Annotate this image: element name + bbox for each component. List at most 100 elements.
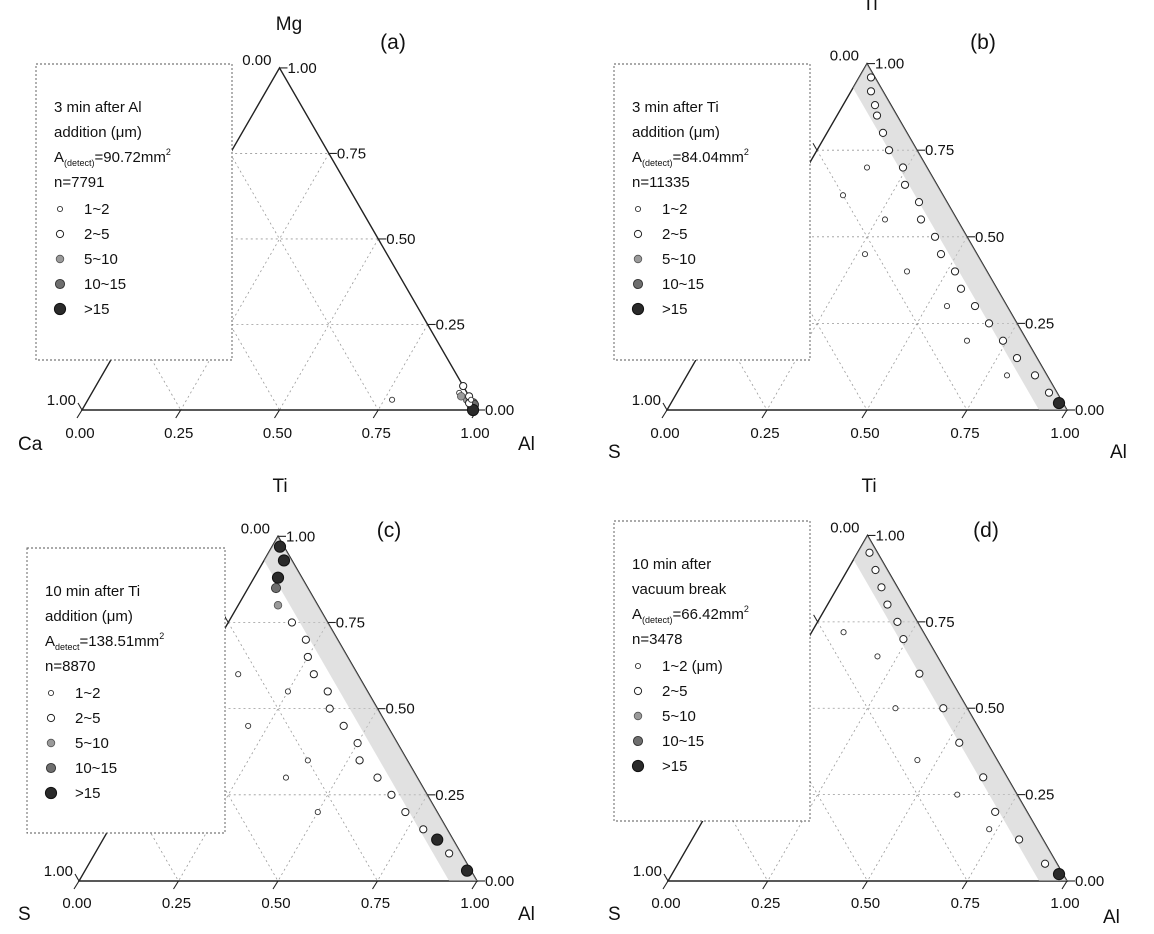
data-point <box>273 601 283 610</box>
bottom-tick <box>372 880 378 890</box>
legend-entry: >15 <box>662 758 687 775</box>
dense-band <box>853 63 1067 410</box>
left-tick-label: 1.00 <box>47 392 76 409</box>
legend-marker <box>54 278 66 290</box>
data-point <box>936 250 946 259</box>
left-tick <box>813 614 819 623</box>
data-point <box>861 251 869 258</box>
legend-title-line: 3 min after Ti <box>632 99 719 116</box>
legend-entry: >15 <box>75 785 100 802</box>
legend-marker <box>53 302 67 316</box>
data-point <box>1003 372 1011 379</box>
data-point <box>1030 371 1040 380</box>
legend-entry: >15 <box>84 301 109 318</box>
data-points <box>839 73 1066 410</box>
data-point <box>301 635 310 644</box>
legend-marker <box>55 229 65 239</box>
data-points <box>235 540 474 877</box>
grid-line <box>766 236 868 411</box>
data-point <box>943 303 951 310</box>
data-point <box>303 652 312 662</box>
legend-entry: 10~15 <box>75 760 117 777</box>
data-point <box>877 583 886 592</box>
vertex-label-top: Mg <box>276 14 302 35</box>
legend-entry: 2~5 <box>662 683 687 700</box>
data-point <box>914 757 921 764</box>
right-tick-label: 0.50 <box>386 231 415 248</box>
vertex-label-left: S <box>608 904 621 925</box>
data-point <box>979 773 988 782</box>
vertex-label-right: Al <box>518 434 535 455</box>
data-point <box>304 757 311 764</box>
data-point <box>899 635 908 644</box>
bottom-tick <box>961 880 968 890</box>
legend-marker <box>631 759 645 773</box>
data-point <box>955 738 964 747</box>
legend-entry: 5~10 <box>75 735 109 752</box>
bottom-tick-label: 0.50 <box>851 895 880 912</box>
data-point <box>460 864 474 877</box>
legend-title-line: 10 min after <box>632 556 711 573</box>
data-point <box>355 756 364 765</box>
data-point <box>1052 867 1066 881</box>
right-tick-label: 0.50 <box>975 229 1004 246</box>
data-point <box>916 215 926 224</box>
legend-title-line: 3 min after Al <box>54 99 142 116</box>
right-tick-label: 1.00 <box>288 60 317 77</box>
vertex-label-right: Al <box>1103 907 1120 928</box>
data-point <box>870 101 880 110</box>
data-point <box>883 600 892 609</box>
data-point <box>970 301 980 311</box>
data-point <box>963 337 971 344</box>
data-point <box>419 825 428 834</box>
left-tick-label: 1.00 <box>633 863 662 880</box>
vertex-label-top: Ti <box>272 476 287 497</box>
left-tick <box>662 402 668 411</box>
legend-entry: 2~5 <box>75 710 100 727</box>
right-tick-label: 0.00 <box>485 873 514 890</box>
bottom-tick-label: 0.25 <box>164 425 193 442</box>
grid-line <box>816 149 968 411</box>
legend: 3 min after Al addition (μm) A(detect)=90.… <box>35 63 233 361</box>
left-tick <box>812 142 818 151</box>
panel-label: (d) <box>973 519 999 542</box>
data-point <box>459 381 468 391</box>
data-point <box>866 87 876 96</box>
data-point <box>323 687 332 696</box>
data-point <box>865 548 874 557</box>
legend-marker <box>56 205 64 213</box>
bottom-tick <box>661 409 668 419</box>
data-point <box>939 704 948 713</box>
data-point <box>892 705 899 712</box>
legend-area: Adetect=138.51mm2 <box>45 631 164 652</box>
band-shade <box>264 536 477 881</box>
legend-entry: 1~2 (μm) <box>662 658 723 675</box>
legend-count: n=7791 <box>54 174 104 191</box>
bottom-tick <box>372 409 379 419</box>
data-point <box>271 571 285 584</box>
left-tick <box>77 402 83 411</box>
bottom-tick <box>862 880 868 890</box>
right-tick-label: 0.75 <box>925 142 954 159</box>
grid-line <box>277 708 378 882</box>
data-point <box>984 319 994 328</box>
grid-line <box>866 236 968 411</box>
ternary-panel-b: 0.00 0.25 0.50 0.75 1.00 0.00 0.25 0.50 0.75 1.00… <box>608 0 1127 463</box>
bottom-tick <box>173 880 179 890</box>
legend-marker <box>632 735 644 747</box>
vertex-label-top: Ti <box>862 0 877 15</box>
vertex-label-right: Al <box>518 904 535 925</box>
panel-label: (a) <box>380 31 406 54</box>
legend-entry: 5~10 <box>662 251 696 268</box>
data-point <box>900 180 910 189</box>
bottom-tick-label: 0.50 <box>263 425 292 442</box>
bottom-tick <box>274 409 280 419</box>
bottom-tick-label: 1.00 <box>460 895 489 912</box>
legend-title-line: addition (μm) <box>632 124 720 141</box>
data-point <box>893 617 902 626</box>
left-tick <box>663 873 669 882</box>
panel-label: (c) <box>377 519 402 542</box>
legend-marker <box>45 762 57 774</box>
bottom-tick-label: 0.75 <box>951 895 980 912</box>
